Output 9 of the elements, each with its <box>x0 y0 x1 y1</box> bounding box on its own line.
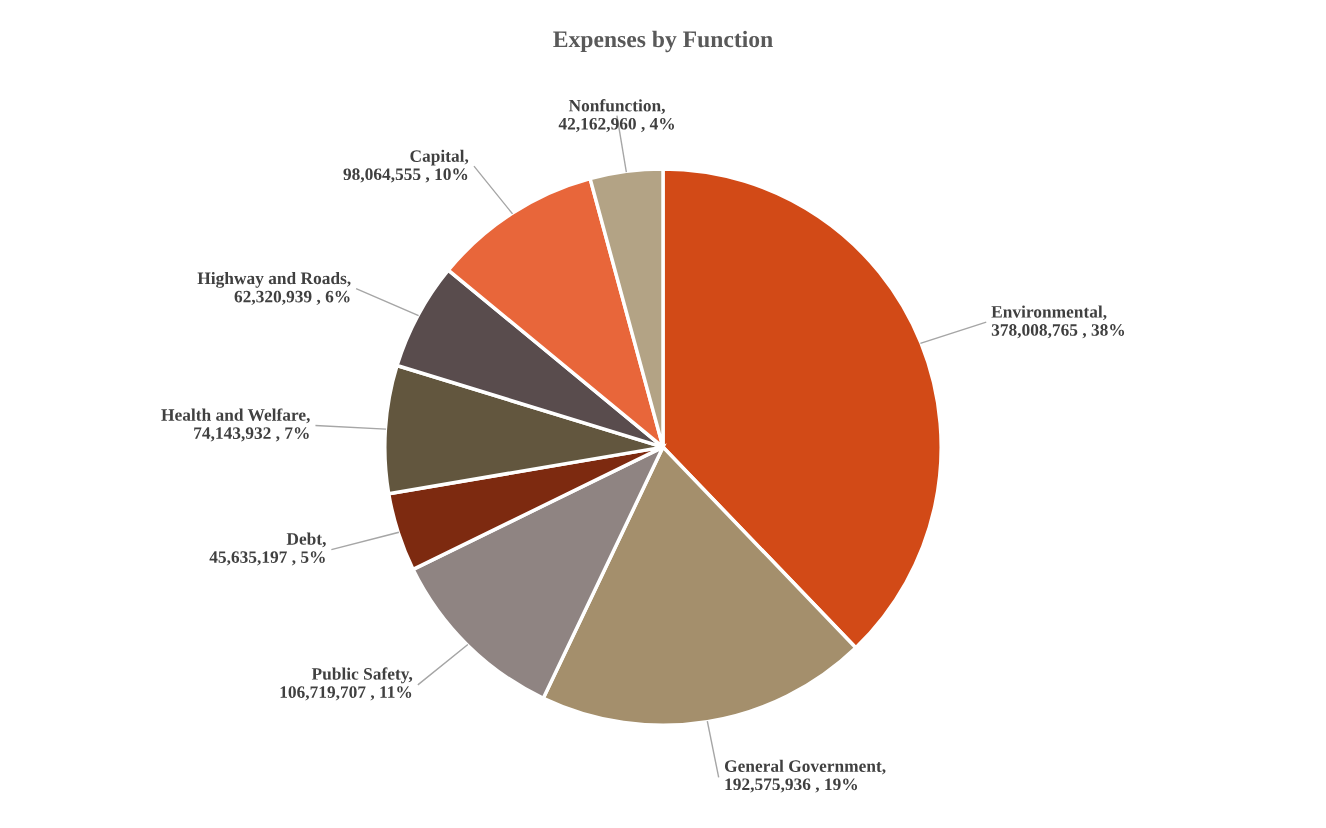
slice-label: Environmental, 378,008,765 , 38% <box>991 305 1125 339</box>
slice-label: Capital, 98,064,555 , 10% <box>343 149 469 183</box>
slice-label: Nonfunction, 42,162,960 , 4% <box>558 99 675 133</box>
slice-label: Health and Welfare, 74,143,932 , 7% <box>161 408 310 442</box>
slice-label: Highway and Roads, 62,320,939 , 6% <box>197 271 351 305</box>
slice-label: Public Safety, 106,719,707 , 11% <box>280 667 413 701</box>
slice-label: General Government, 192,575,936 , 19% <box>724 759 886 793</box>
chart-title: Expenses by Function <box>553 30 773 53</box>
slice-label: Debt, 45,635,197 , 5% <box>209 532 326 566</box>
